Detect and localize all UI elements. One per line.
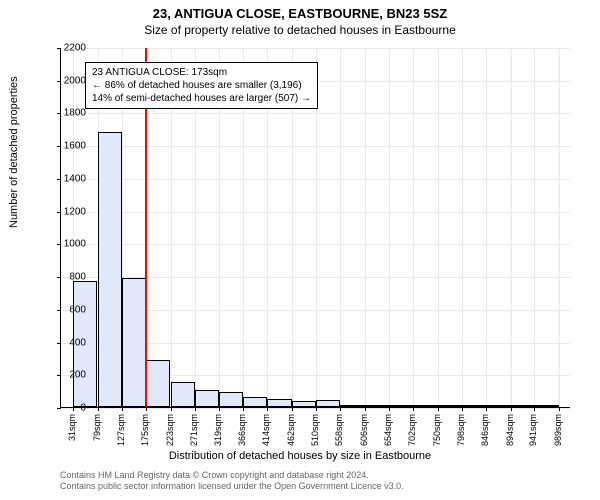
gridline-v xyxy=(559,48,560,407)
annotation-box: 23 ANTIGUA CLOSE: 173sqm← 86% of detache… xyxy=(85,62,318,109)
gridline-v xyxy=(486,48,487,407)
gridline-v xyxy=(438,48,439,407)
histogram-bar xyxy=(316,400,340,407)
xtick-label: 79sqm xyxy=(92,414,102,441)
histogram-bar xyxy=(219,392,243,407)
footer-attribution: Contains HM Land Registry data © Crown c… xyxy=(60,470,404,492)
histogram-bar xyxy=(413,405,437,407)
ytick-label: 0 xyxy=(46,403,86,414)
xtick-label: 31sqm xyxy=(67,414,77,441)
xtick-label: 606sqm xyxy=(359,414,369,446)
histogram-bar xyxy=(340,405,364,407)
histogram-bar xyxy=(98,132,122,407)
xtick-label: 462sqm xyxy=(286,414,296,446)
histogram-bar xyxy=(122,278,146,407)
xtick-label: 750sqm xyxy=(432,414,442,446)
histogram-bar xyxy=(243,397,267,407)
xtick-label: 223sqm xyxy=(165,414,175,446)
xtick-mark xyxy=(486,407,487,411)
xtick-mark xyxy=(340,407,341,411)
xtick-label: 846sqm xyxy=(480,414,490,446)
histogram-bar xyxy=(389,405,413,407)
chart-title: 23, ANTIGUA CLOSE, EASTBOURNE, BN23 5SZ xyxy=(0,0,600,21)
chart-subtitle: Size of property relative to detached ho… xyxy=(0,21,600,41)
gridline-v xyxy=(511,48,512,407)
xtick-label: 127sqm xyxy=(116,414,126,446)
xtick-label: 271sqm xyxy=(189,414,199,446)
gridline-v xyxy=(389,48,390,407)
xtick-mark xyxy=(438,407,439,411)
xtick-label: 558sqm xyxy=(334,414,344,446)
xtick-mark xyxy=(534,407,535,411)
xtick-mark xyxy=(389,407,390,411)
ytick-label: 1400 xyxy=(46,173,86,184)
xtick-mark xyxy=(98,407,99,411)
gridline-v xyxy=(462,48,463,407)
gridline-v xyxy=(340,48,341,407)
xtick-label: 989sqm xyxy=(553,414,563,446)
xtick-mark xyxy=(365,407,366,411)
xtick-mark xyxy=(462,407,463,411)
xtick-label: 510sqm xyxy=(310,414,320,446)
histogram-bar xyxy=(267,399,291,407)
xtick-mark xyxy=(292,407,293,411)
xtick-mark xyxy=(146,407,147,411)
histogram-bar xyxy=(146,360,170,407)
histogram-bar xyxy=(171,382,195,407)
histogram-bar xyxy=(292,401,316,407)
gridline-v xyxy=(365,48,366,407)
xtick-label: 175sqm xyxy=(140,414,150,446)
xtick-label: 798sqm xyxy=(456,414,466,446)
ytick-label: 1000 xyxy=(46,239,86,250)
ytick-label: 2200 xyxy=(46,43,86,54)
ytick-label: 1600 xyxy=(46,141,86,152)
histogram-bar xyxy=(486,405,510,407)
xtick-label: 366sqm xyxy=(237,414,247,446)
histogram-bar xyxy=(365,405,389,407)
xtick-label: 654sqm xyxy=(383,414,393,446)
histogram-bar xyxy=(438,405,462,407)
xtick-label: 414sqm xyxy=(261,414,271,446)
ytick-label: 1800 xyxy=(46,108,86,119)
footer-line-1: Contains HM Land Registry data © Crown c… xyxy=(60,470,404,481)
xtick-mark xyxy=(122,407,123,411)
ytick-label: 400 xyxy=(46,337,86,348)
xtick-mark xyxy=(316,407,317,411)
ytick-label: 200 xyxy=(46,370,86,381)
histogram-bar xyxy=(511,405,535,407)
xtick-label: 941sqm xyxy=(528,414,538,446)
ytick-label: 600 xyxy=(46,304,86,315)
y-axis-label: Number of detached properties xyxy=(8,76,20,228)
xtick-label: 319sqm xyxy=(213,414,223,446)
xtick-mark xyxy=(413,407,414,411)
gridline-v xyxy=(534,48,535,407)
histogram-bar xyxy=(534,405,558,407)
xtick-label: 702sqm xyxy=(407,414,417,446)
annotation-line: ← 86% of detached houses are smaller (3,… xyxy=(92,79,311,92)
ytick-label: 2000 xyxy=(46,75,86,86)
footer-line-2: Contains public sector information licen… xyxy=(60,481,404,492)
gridline-v xyxy=(413,48,414,407)
histogram-bar xyxy=(462,405,486,407)
ytick-label: 1200 xyxy=(46,206,86,217)
x-axis-label: Distribution of detached houses by size … xyxy=(0,450,600,462)
ytick-label: 800 xyxy=(46,272,86,283)
xtick-mark xyxy=(219,407,220,411)
xtick-mark xyxy=(511,407,512,411)
annotation-line: 14% of semi-detached houses are larger (… xyxy=(92,92,311,105)
xtick-mark xyxy=(243,407,244,411)
xtick-mark xyxy=(195,407,196,411)
xtick-label: 894sqm xyxy=(505,414,515,446)
annotation-line: 23 ANTIGUA CLOSE: 173sqm xyxy=(92,66,311,79)
plot-area: 23 ANTIGUA CLOSE: 173sqm← 86% of detache… xyxy=(60,48,570,408)
xtick-mark xyxy=(559,407,560,411)
histogram-bar xyxy=(195,390,219,407)
xtick-mark xyxy=(267,407,268,411)
xtick-mark xyxy=(171,407,172,411)
